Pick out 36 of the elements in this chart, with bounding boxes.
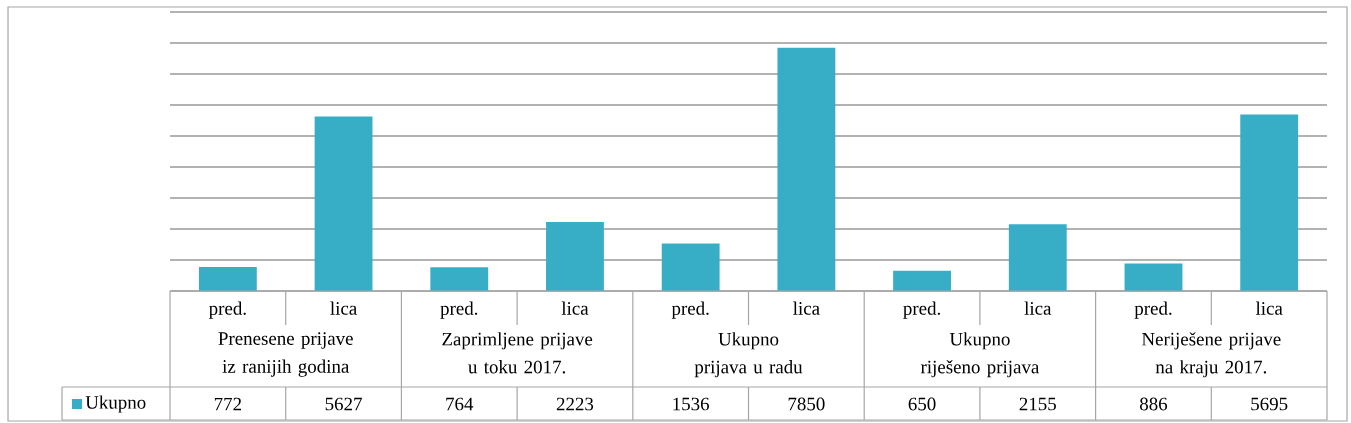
bar [314,116,373,291]
data-label: 1536 [673,397,710,411]
text: Ukupno riješeno prijava [920,332,1040,378]
data-label: 764 [446,397,474,411]
text: Zaprimljene prijave u toku 2017. [442,332,593,374]
bar [546,222,604,291]
text: Prenesene prijave iz ranijih godina [218,332,353,377]
x-tick-label: pred. [440,301,478,319]
bar [777,47,836,291]
x-tick-label: pred. [903,301,941,319]
x-tick-label: lica [1255,301,1283,315]
legend-label: Ukupno [85,395,146,413]
data-label: 7850 [788,397,825,411]
data-label: 5695 [1251,397,1288,411]
data-label: 772 [214,397,242,411]
bar [1240,114,1299,291]
bar [1124,263,1183,291]
bar [198,267,257,291]
data-label: 5627 [325,397,362,411]
bar [1008,224,1067,291]
x-tick-label: pred. [671,301,709,319]
data-label: 886 [1139,397,1168,411]
data-label: 2223 [556,397,594,411]
bar [893,270,951,291]
x-tick-label: lica [561,301,589,315]
text: Ukupno prijava u radu [694,332,803,378]
bar [661,243,720,291]
bar [430,267,489,291]
x-tick-label: lica [1024,301,1052,315]
data-label: 650 [908,397,936,411]
x-tick-label: pred. [208,301,246,319]
x-tick-label: pred. [1134,301,1172,319]
data-label: 2155 [1019,397,1056,411]
text: Neriješene prijave na kraju 2017. [1141,332,1281,378]
x-tick-label: lica [330,301,357,315]
x-tick-label: lica [793,301,820,315]
